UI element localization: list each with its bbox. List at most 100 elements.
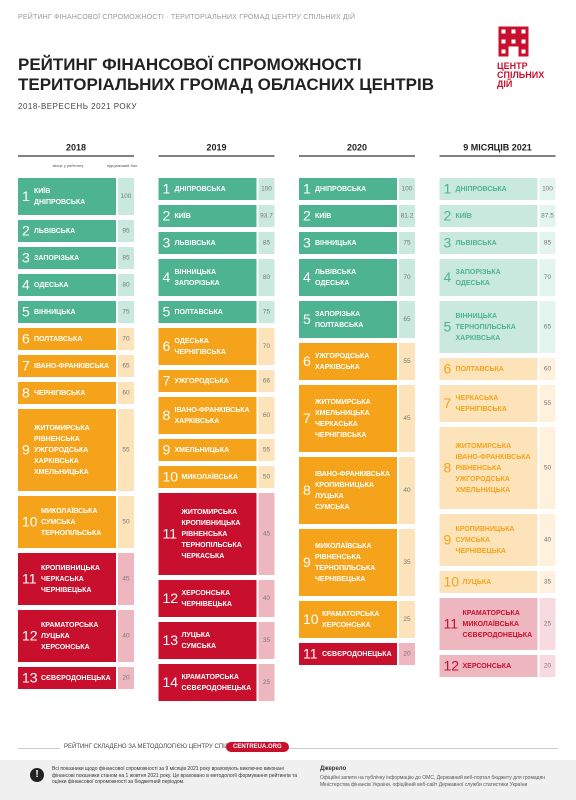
city: КРОПИВНИЦЬКА (315, 482, 374, 489)
city: ВІННИЦЬКА (34, 309, 76, 316)
year-heading: 2019 (206, 142, 226, 152)
city: МИКОЛАЇВСЬКА (41, 507, 98, 515)
score-box (539, 205, 556, 227)
city: УЖГОРОДСЬКА (175, 378, 229, 385)
score-box (539, 232, 556, 254)
score-box (118, 667, 134, 689)
score-box (118, 178, 134, 215)
city: ХМЕЛЬНИЦЬКА (175, 447, 230, 454)
score-box (258, 259, 275, 296)
group-box (299, 301, 397, 338)
rank: 11 (444, 616, 459, 632)
rank: 12 (163, 590, 179, 606)
city: ХЕРСОНСЬКА (322, 622, 371, 629)
city: ПОЛТАВСЬКА (34, 336, 82, 343)
city: ЧЕРКАСЬКА (182, 553, 225, 560)
score-box (258, 205, 275, 227)
rank: 5 (163, 304, 171, 320)
group-box (158, 466, 257, 488)
group-box (439, 385, 538, 422)
score: 70 (544, 274, 552, 281)
score: 60 (263, 412, 271, 419)
city: ЛУЦЬКА (463, 579, 492, 586)
group-box (158, 439, 257, 461)
score: 50 (544, 465, 552, 472)
score: 85 (122, 255, 130, 262)
legend-rank: місце у рейтингу (53, 163, 84, 168)
city: ЧЕРНІГІВСЬКА (175, 349, 226, 356)
score-box (258, 178, 275, 200)
rank: 13 (22, 670, 38, 686)
score: 65 (403, 316, 411, 323)
score-box (118, 247, 134, 269)
city: МИКОЛАЇВСЬКА (182, 473, 239, 481)
group-box (439, 232, 538, 254)
score: 20 (544, 663, 552, 670)
group-box (439, 655, 538, 677)
rank: 1 (163, 181, 171, 197)
city: ЧЕРКАСЬКА (456, 395, 499, 402)
city: ЛУЦЬКА (41, 633, 70, 640)
alert-icon: ! (30, 768, 44, 782)
score-box (258, 664, 275, 701)
score: 100 (402, 186, 413, 193)
score-box (118, 301, 134, 323)
score: 55 (544, 400, 552, 407)
group-box (158, 259, 257, 296)
city: ТЕРНОПІЛЬСЬКА (41, 530, 101, 537)
score: 25 (544, 621, 552, 628)
city: РІВНЕНСЬКА (34, 436, 80, 443)
legend-score: підсумковий бал (107, 163, 138, 168)
city: СУМСЬКА (182, 643, 217, 650)
score-box (399, 178, 415, 200)
score-box (258, 397, 275, 434)
score: 95 (122, 228, 130, 235)
score: 87.5 (541, 213, 554, 220)
group-box (18, 301, 116, 323)
score: 65 (544, 324, 552, 331)
group-box (158, 397, 257, 434)
group-box (299, 259, 397, 296)
rank: 9 (303, 554, 311, 570)
group-box (299, 232, 397, 254)
city: КИЇВ (456, 212, 472, 220)
score-box (539, 358, 556, 380)
city: КРАМАТОРСЬКА (41, 622, 98, 629)
score-box (118, 274, 134, 296)
city: ДНІПРОВСЬКА (34, 199, 85, 206)
city: ЧЕРКАСЬКА (41, 576, 84, 583)
city: ПОЛТАВСЬКА (315, 322, 363, 329)
group-box (158, 301, 257, 323)
rank: 12 (22, 628, 38, 644)
group-box (439, 301, 538, 353)
city: ТЕРНОПІЛЬСЬКА (456, 324, 516, 331)
logo-icon (498, 26, 529, 57)
rank: 4 (22, 277, 30, 293)
score: 100 (261, 186, 272, 193)
city: ДНІПРОВСЬКА (456, 186, 507, 193)
rank: 1 (303, 181, 311, 197)
city: ПОЛТАВСЬКА (456, 366, 504, 373)
score-box (539, 178, 556, 200)
group-box (158, 580, 257, 617)
score-box (118, 409, 134, 491)
city: ПОЛТАВСЬКА (175, 309, 223, 316)
site-badge[interactable]: CENTREUA.ORG (226, 742, 289, 752)
group-box (439, 178, 538, 200)
source-title: Джерело (320, 766, 347, 772)
score-box (399, 259, 415, 296)
city: ЛЬВІВСЬКА (34, 228, 75, 235)
rank: 8 (303, 482, 311, 498)
score-box (118, 220, 134, 242)
rank: 6 (444, 361, 452, 377)
score-box (118, 553, 134, 605)
city: ВІННИЦЬКА (175, 269, 217, 276)
city: ЧЕРНІВЕЦЬКА (456, 548, 506, 555)
group-box (158, 493, 257, 575)
score-box (258, 439, 275, 461)
score-box (539, 301, 556, 353)
top-line: РЕЙТИНГ ФІНАНСОВОЇ СПРОМОЖНОСТІ · ТЕРИТО… (18, 14, 356, 21)
score-box (399, 601, 415, 638)
note: Всі показники щодо фінансової спроможнос… (52, 766, 298, 785)
group-box (18, 382, 116, 404)
